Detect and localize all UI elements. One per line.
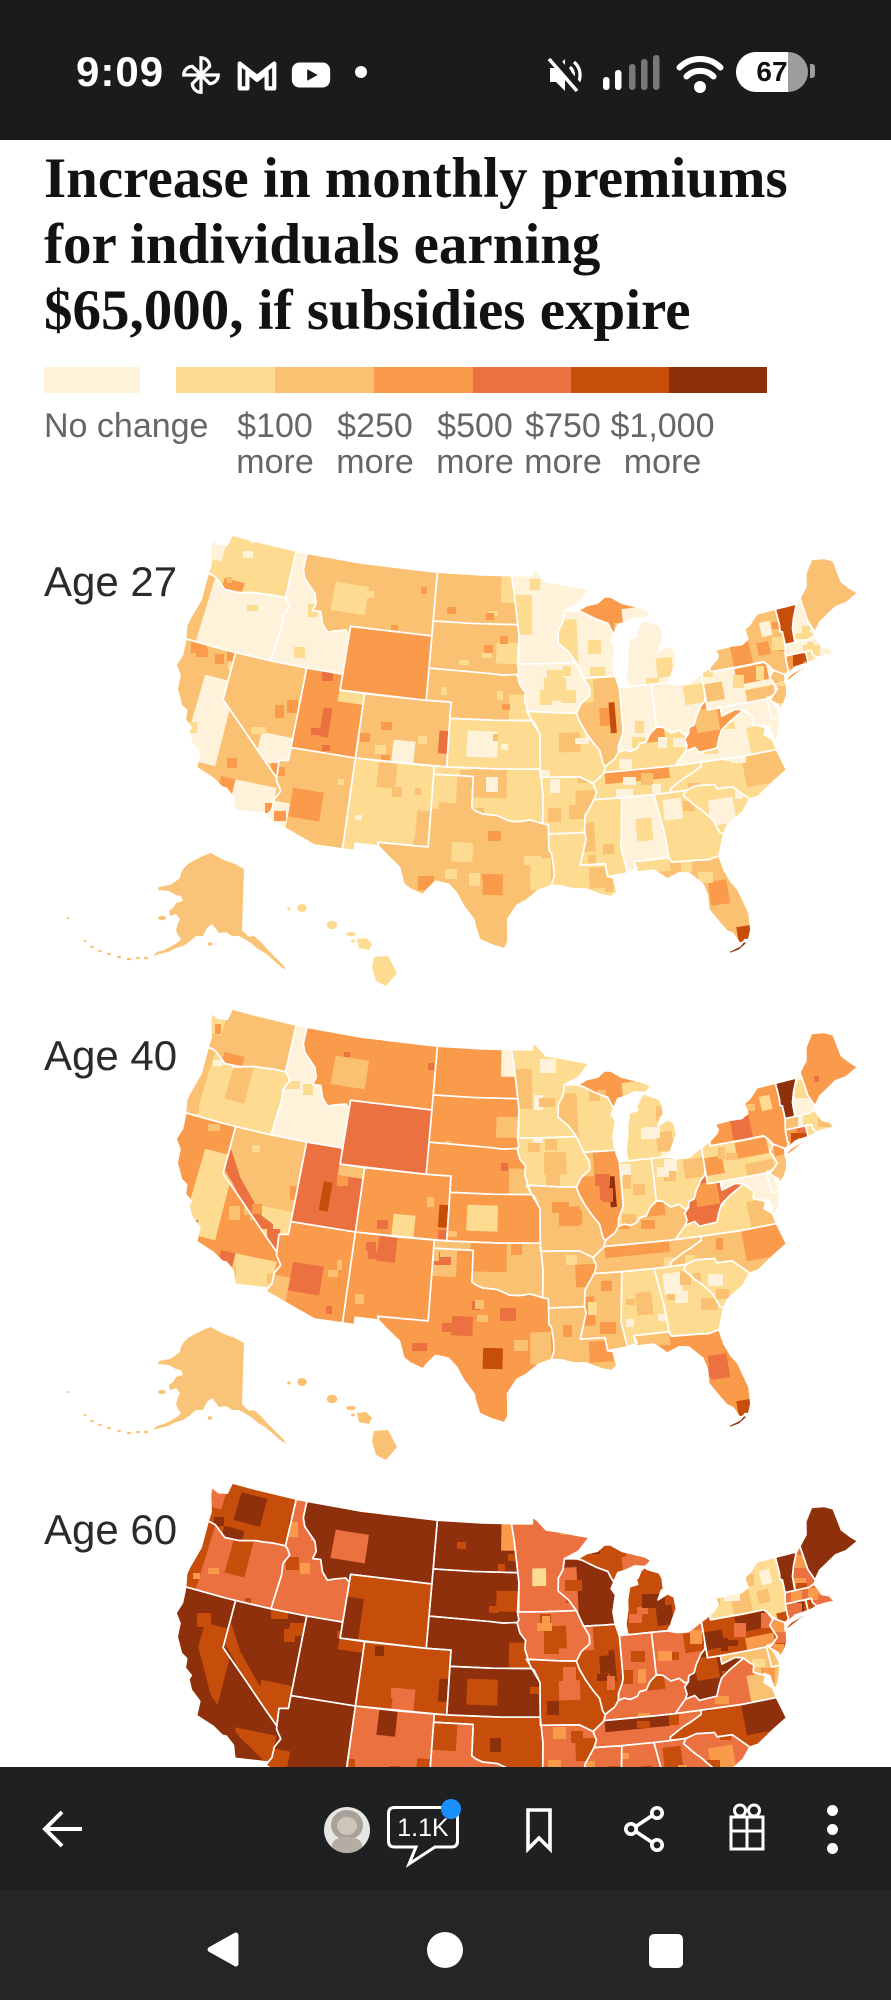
svg-text:1.1K: 1.1K — [397, 1814, 449, 1842]
